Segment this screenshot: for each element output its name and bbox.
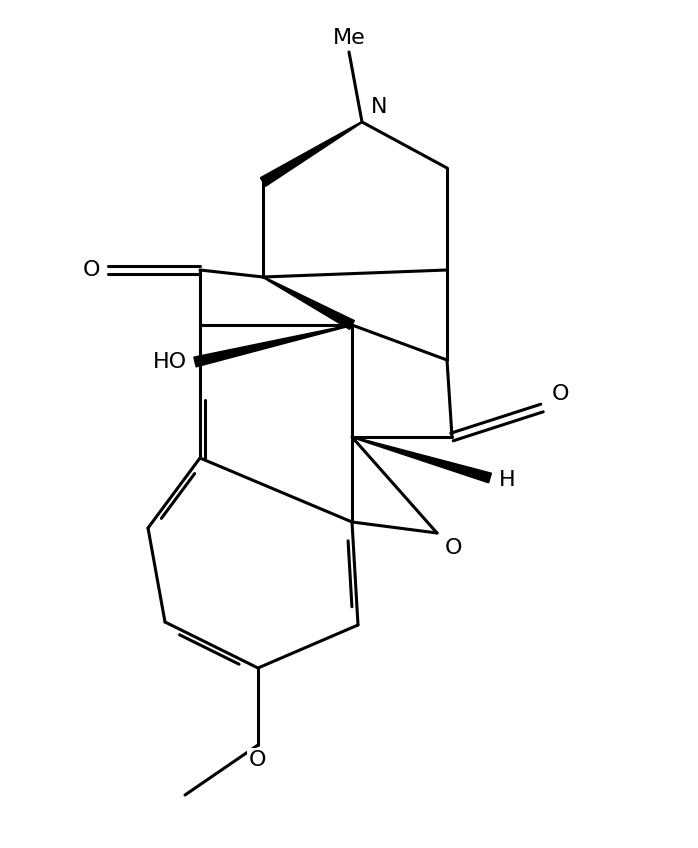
Polygon shape <box>352 437 491 483</box>
Polygon shape <box>262 276 355 329</box>
Text: O: O <box>82 260 100 280</box>
Polygon shape <box>194 325 352 367</box>
Text: O: O <box>445 538 463 558</box>
Polygon shape <box>260 121 362 187</box>
Text: HO: HO <box>153 352 187 372</box>
Text: O: O <box>552 384 570 404</box>
Text: N: N <box>371 97 387 117</box>
Text: O: O <box>249 750 267 770</box>
Text: Me: Me <box>333 28 365 48</box>
Text: H: H <box>499 470 516 490</box>
